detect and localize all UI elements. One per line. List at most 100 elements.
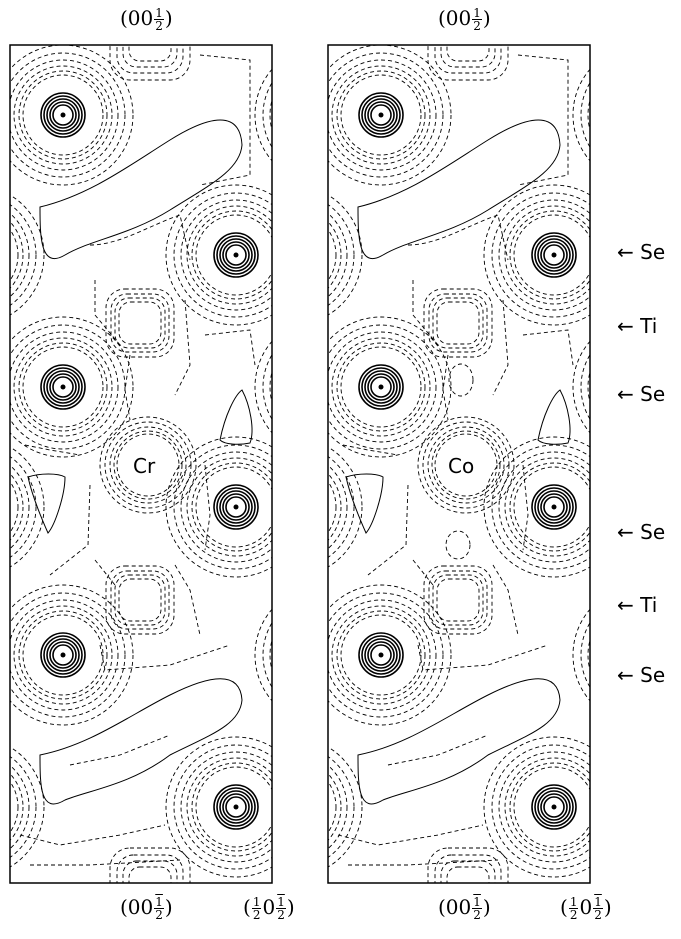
ti-contour: [423, 565, 493, 635]
interstitial-contour: [94, 559, 116, 586]
layer-label-3: ← Se: [617, 382, 666, 406]
se-dashed-ring: [336, 70, 426, 160]
se-dashed-ring-wrap: [328, 203, 355, 307]
se-core-ring: [364, 370, 398, 404]
interstitial-contour: [337, 824, 484, 846]
se-dashed-ring-wrap: [599, 71, 681, 159]
se-core-ring: [219, 238, 253, 272]
se-core-ring: [537, 790, 571, 824]
se-core-ring: [49, 373, 77, 401]
se-core-ring: [219, 490, 253, 524]
se-dashed-ring-wrap: [328, 773, 342, 841]
panel2-contours: [328, 45, 681, 883]
ti-contour: [432, 574, 484, 626]
se-dashed-ring: [340, 74, 422, 156]
edge-atom-contour: [434, 45, 502, 74]
solid-lobe-left: [27, 473, 66, 534]
se-dashed-ring: [18, 610, 108, 700]
se-dashed-ring: [328, 599, 437, 711]
se-dashed-ring-wrap: [328, 746, 363, 868]
se-core-ring: [216, 787, 256, 827]
se-dashed-ring: [10, 592, 126, 718]
metal-contour: [104, 421, 192, 509]
co-extra-contour: [445, 530, 471, 560]
se-dashed-ring: [328, 584, 452, 726]
solid-lobe-top: [39, 119, 243, 259]
solid-lobe-bottom: [357, 678, 561, 805]
se-core-ring: [49, 101, 77, 129]
se-dashed-ring: [328, 331, 437, 443]
se-core: [60, 384, 66, 390]
se-dashed-ring-wrap: [254, 340, 272, 434]
se-core: [233, 252, 239, 258]
se-core-ring: [361, 95, 401, 135]
se-core-ring: [216, 487, 256, 527]
se-core-ring: [43, 95, 83, 135]
se-dashed-ring: [22, 74, 104, 156]
se-dashed-ring-wrap: [328, 446, 363, 568]
interstitial-contour: [204, 329, 256, 366]
se-core-ring: [370, 644, 392, 666]
se-dashed-ring-wrap: [328, 221, 342, 289]
interstitial-contour: [412, 559, 434, 586]
se-core-ring: [537, 238, 571, 272]
interstitial-contour: [407, 214, 509, 261]
se-dashed-ring-wrap: [10, 773, 24, 841]
panel1-frame: [9, 44, 273, 884]
ti-contour: [105, 565, 175, 635]
interstitial-contour: [204, 464, 211, 551]
se-core-ring: [358, 92, 404, 138]
se-dashed-ring: [13, 605, 113, 705]
se-core-ring: [52, 104, 74, 126]
panel1-bottom-label-left: (00 1 2): [120, 895, 173, 922]
panel2-atom-label: Co: [448, 454, 475, 478]
se-core-ring: [43, 635, 83, 675]
interstitial-contour: [517, 54, 569, 186]
se-core-ring: [534, 235, 574, 275]
panel1-atom-label: Cr: [133, 454, 156, 478]
interstitial-contour: [492, 299, 509, 396]
interstitial-contour: [387, 734, 489, 766]
se-dashed-ring-wrap: [328, 764, 348, 850]
se-core-ring: [367, 373, 395, 401]
co-extra-contour: [448, 363, 474, 397]
se-core-ring: [216, 235, 256, 275]
interstitial-contour: [367, 484, 409, 576]
interstitial-contour: [124, 354, 131, 421]
se-dashed-ring-wrap: [10, 446, 45, 568]
se-core: [378, 112, 384, 118]
se-dashed-ring: [336, 342, 426, 432]
se-dashed-ring: [10, 599, 119, 711]
se-core-ring: [531, 784, 577, 830]
se-dashed-ring: [498, 199, 590, 311]
se-core-ring: [225, 496, 247, 518]
se-dashed-ring-wrap: [10, 764, 30, 850]
se-core-ring: [40, 632, 86, 678]
se-dashed-ring-wrap: [328, 464, 348, 550]
ti-contour: [105, 288, 175, 358]
se-dashed-ring: [180, 199, 272, 311]
layer-label-4: ← Se: [617, 520, 666, 544]
interstitial-contour: [49, 484, 91, 576]
se-dashed-ring: [331, 337, 431, 437]
se-core-ring: [543, 244, 565, 266]
se-core-ring: [543, 496, 565, 518]
se-dashed-ring: [483, 736, 590, 878]
ti-contour: [428, 570, 488, 630]
se-core: [233, 504, 239, 510]
se-core-ring: [43, 367, 83, 407]
se-core-ring: [358, 632, 404, 678]
edge-atom-contour: [109, 45, 191, 81]
se-dashed-ring: [483, 436, 590, 578]
metal-contour: [109, 426, 187, 504]
se-core-ring: [40, 364, 86, 410]
layer-label-6: ← Se: [617, 663, 666, 687]
interstitial-contour: [99, 644, 231, 671]
se-core-ring: [222, 241, 250, 269]
se-dashed-ring-wrap: [580, 81, 590, 149]
se-core-ring: [46, 370, 80, 404]
se-dashed-ring: [165, 436, 272, 578]
interstitial-contour: [174, 299, 191, 396]
se-core-ring: [531, 232, 577, 278]
